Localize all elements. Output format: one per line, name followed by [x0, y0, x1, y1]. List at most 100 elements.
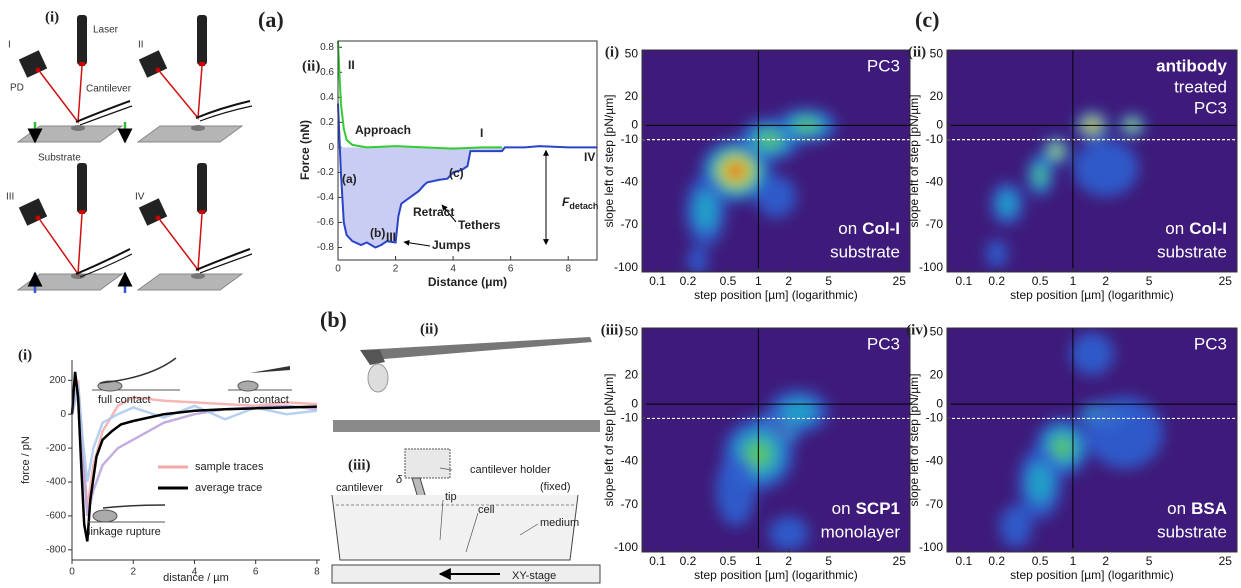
- substrate-name: Col-I: [1189, 219, 1227, 238]
- x-axis-label: step position [µm] (logarithmic): [1010, 568, 1174, 582]
- laser: [77, 163, 87, 213]
- density-spot: [688, 246, 708, 274]
- substrate: [18, 274, 122, 290]
- density-spot: [1070, 332, 1114, 375]
- panel-label: (c): [915, 7, 939, 32]
- density-spot: [1073, 140, 1138, 197]
- y-tick-label: -100: [919, 540, 943, 554]
- laser: [197, 163, 207, 213]
- substrate: [138, 126, 242, 142]
- prefix: on: [832, 499, 851, 518]
- density-spot: [986, 239, 1008, 267]
- x-tick-label: 5: [1146, 274, 1153, 288]
- x-tick-label: 0.1: [956, 274, 973, 288]
- subpanel-label: (i): [605, 44, 619, 60]
- y-axis-label: slope left of step [pN/µm]: [602, 95, 616, 228]
- photodetector-eye: [36, 216, 41, 221]
- cantilever: [196, 101, 250, 118]
- y-tick-label: 50: [625, 324, 639, 338]
- y-tick-label: 50: [930, 46, 944, 60]
- y-axis-label: slope left of step [pN/µm]: [907, 374, 921, 507]
- laser-beam: [160, 66, 202, 118]
- x-tick-label: 25: [893, 554, 907, 568]
- setup-label: tip: [445, 491, 457, 503]
- cantilever: [76, 101, 130, 122]
- inset-label: full contact: [98, 394, 151, 406]
- y-tick-label: 0.8: [320, 42, 334, 53]
- y-tick-label: -0.2: [317, 167, 335, 178]
- y-tick-label: 0: [328, 142, 334, 153]
- panel-label: (a): [258, 7, 284, 32]
- detach-label: Fdetach: [562, 195, 598, 211]
- condition-label: PC3: [867, 334, 900, 353]
- y-tick-label: -100: [919, 260, 943, 274]
- laser-beam: [160, 214, 202, 270]
- x-tick-label: 0.2: [680, 274, 697, 288]
- density-spot: [1028, 463, 1053, 504]
- setup-label: cantilever: [336, 482, 383, 494]
- condition-label: on BSA: [1167, 499, 1227, 518]
- condition-label: substrate: [830, 242, 900, 261]
- y-tick-label: -10: [621, 132, 639, 146]
- condition-label: on Col-I: [1165, 219, 1227, 238]
- x-axis-label: step position [µm] (logarithmic): [694, 568, 858, 582]
- y-tick-label: 20: [625, 89, 639, 103]
- prefix: on: [1165, 219, 1184, 238]
- x-tick-label: 6: [253, 567, 259, 578]
- prefix: on: [1167, 499, 1186, 518]
- x-tick-label: 4: [450, 264, 456, 275]
- condition-label: PC3: [1194, 334, 1227, 353]
- setup-label: (fixed): [540, 481, 571, 493]
- cantilever: [200, 254, 252, 273]
- x-tick-label: 6: [508, 264, 514, 275]
- legend-label: sample traces: [195, 461, 264, 473]
- y-axis-label: force / pN: [20, 436, 32, 484]
- x-tick-label: 0.5: [1032, 554, 1049, 568]
- cantilever-label: Cantilever: [86, 84, 132, 95]
- substrate-photo: [333, 420, 600, 432]
- y-tick-label: -0.6: [317, 217, 335, 228]
- photodetector: [139, 50, 167, 77]
- x-tick-label: 25: [1219, 554, 1233, 568]
- laser-tip: [199, 210, 205, 214]
- y-axis-label: slope left of step [pN/µm]: [907, 95, 921, 228]
- substrate: [138, 274, 242, 290]
- y-tick-label: -800: [46, 544, 66, 555]
- x-tick-label: 0.1: [649, 554, 666, 568]
- laser-label: Laser: [93, 25, 119, 36]
- y-tick-label: 20: [930, 368, 944, 382]
- laser-tip: [79, 62, 85, 66]
- y-tick-label: 50: [625, 46, 639, 60]
- y-tick-label: -70: [926, 217, 944, 231]
- density-spot: [1087, 397, 1163, 469]
- x-axis-label: step position [µm] (logarithmic): [1010, 288, 1174, 302]
- subpanel-label: (i): [45, 9, 59, 25]
- condition-label: PC3: [867, 56, 900, 75]
- x-tick-label: 0.5: [720, 554, 737, 568]
- cantilever: [196, 249, 250, 270]
- laser-tip: [199, 62, 205, 66]
- y-tick-label: 0.6: [320, 67, 334, 78]
- cantilever: [76, 249, 130, 274]
- substrate-name: BSA: [1191, 499, 1227, 518]
- y-tick-label: -70: [621, 217, 639, 231]
- stage-label: III: [386, 230, 396, 244]
- y-tick-label: 20: [930, 89, 944, 103]
- x-tick-label: 2: [393, 264, 399, 275]
- density-spot: [716, 454, 756, 526]
- condition-label: substrate: [1157, 242, 1227, 261]
- substrate: [18, 126, 122, 142]
- y-tick-label: -10: [621, 411, 639, 425]
- detector-label: PD: [10, 83, 24, 94]
- laser-beam: [40, 214, 82, 274]
- y-tick-label: -70: [621, 497, 639, 511]
- condition-label: monolayer: [821, 522, 901, 541]
- density-spot: [1035, 167, 1045, 184]
- density-spot: [1052, 436, 1073, 459]
- y-tick-label: 0.2: [320, 117, 334, 128]
- inset-label: no contact: [238, 394, 289, 406]
- photodetector-eye: [36, 68, 41, 73]
- pointer: [404, 242, 430, 246]
- subpanel-label: (iii): [348, 457, 371, 473]
- x-axis-label: step position [µm] (logarithmic): [694, 288, 858, 302]
